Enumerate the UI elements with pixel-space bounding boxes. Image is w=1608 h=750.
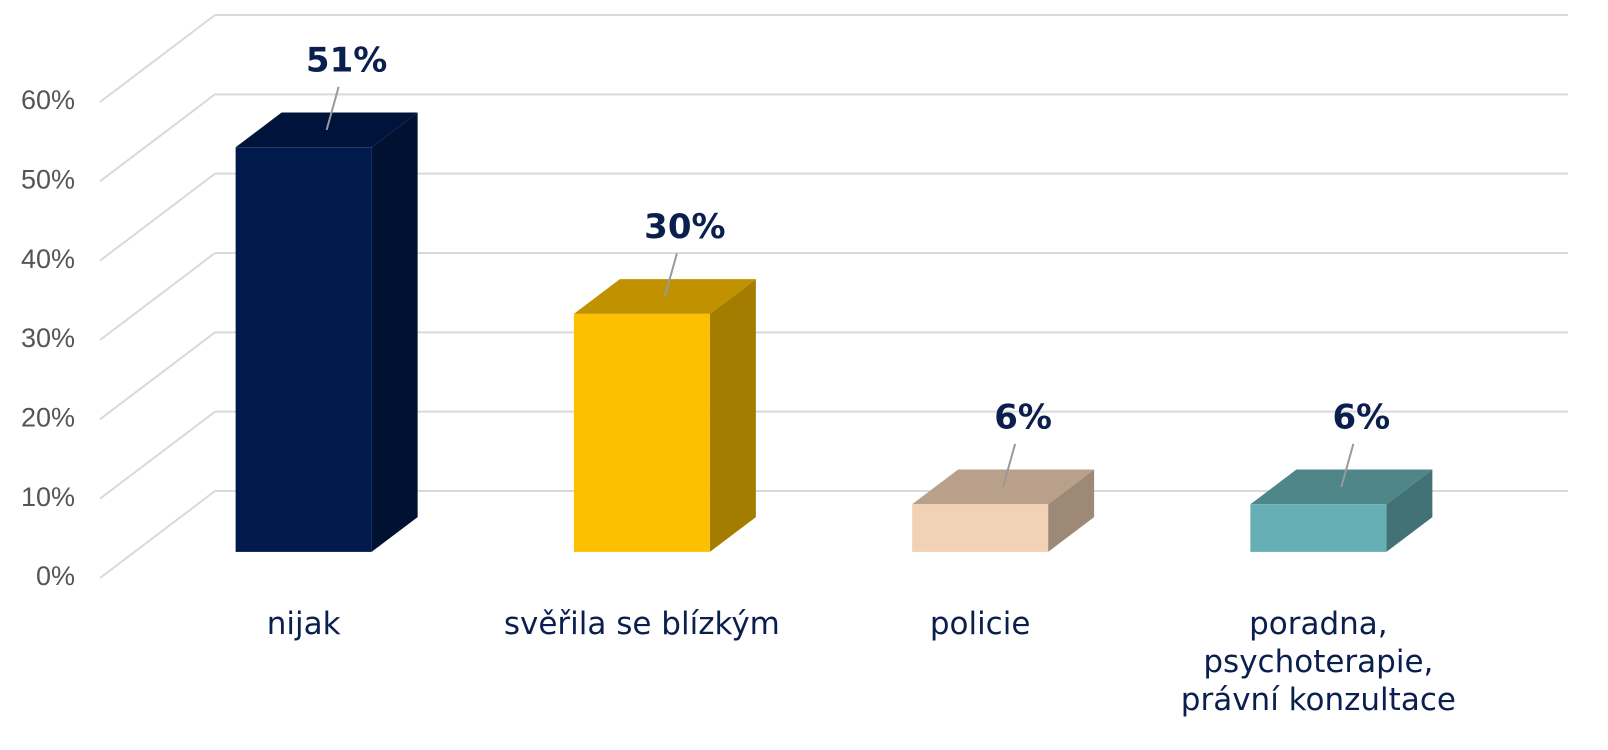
- y-tick-label: 50%: [21, 164, 75, 194]
- value-label: 30%: [644, 207, 725, 247]
- grid-line: [99, 331, 216, 421]
- grid-line: [99, 490, 216, 579]
- y-tick-label: 0%: [36, 561, 75, 591]
- bar: [1250, 504, 1387, 552]
- y-tick-label: 20%: [21, 402, 75, 432]
- bar: [912, 504, 1049, 552]
- leader-line: [325, 86, 340, 131]
- value-label: 51%: [306, 40, 387, 80]
- bar-side: [1386, 469, 1433, 552]
- bar: [235, 147, 372, 552]
- leader-line: [1002, 443, 1017, 488]
- bar-side: [709, 279, 756, 552]
- grid-line: [99, 410, 216, 500]
- bar-side: [371, 112, 418, 552]
- bar-side: [1048, 469, 1095, 552]
- x-tick-label: svěřila se blízkým: [503, 606, 780, 642]
- x-tick-label: nijak: [266, 606, 341, 642]
- bar: [573, 313, 710, 552]
- leader-line: [663, 253, 678, 297]
- y-tick-label: 30%: [21, 323, 75, 353]
- value-label: 6%: [994, 397, 1052, 437]
- y-tick-label: 40%: [21, 244, 75, 274]
- y-tick-label: 10%: [21, 482, 75, 512]
- x-tick-label: poradna, psychoterapie, právní konzultac…: [1180, 606, 1456, 718]
- grid-line: [99, 14, 216, 103]
- leader-line: [1340, 443, 1355, 488]
- grid-line: [99, 172, 216, 262]
- grid-line: [99, 93, 216, 183]
- grid-line: [99, 252, 216, 341]
- value-label: 6%: [1333, 397, 1391, 437]
- y-tick-label: 60%: [21, 85, 75, 115]
- x-tick-label: policie: [929, 606, 1031, 642]
